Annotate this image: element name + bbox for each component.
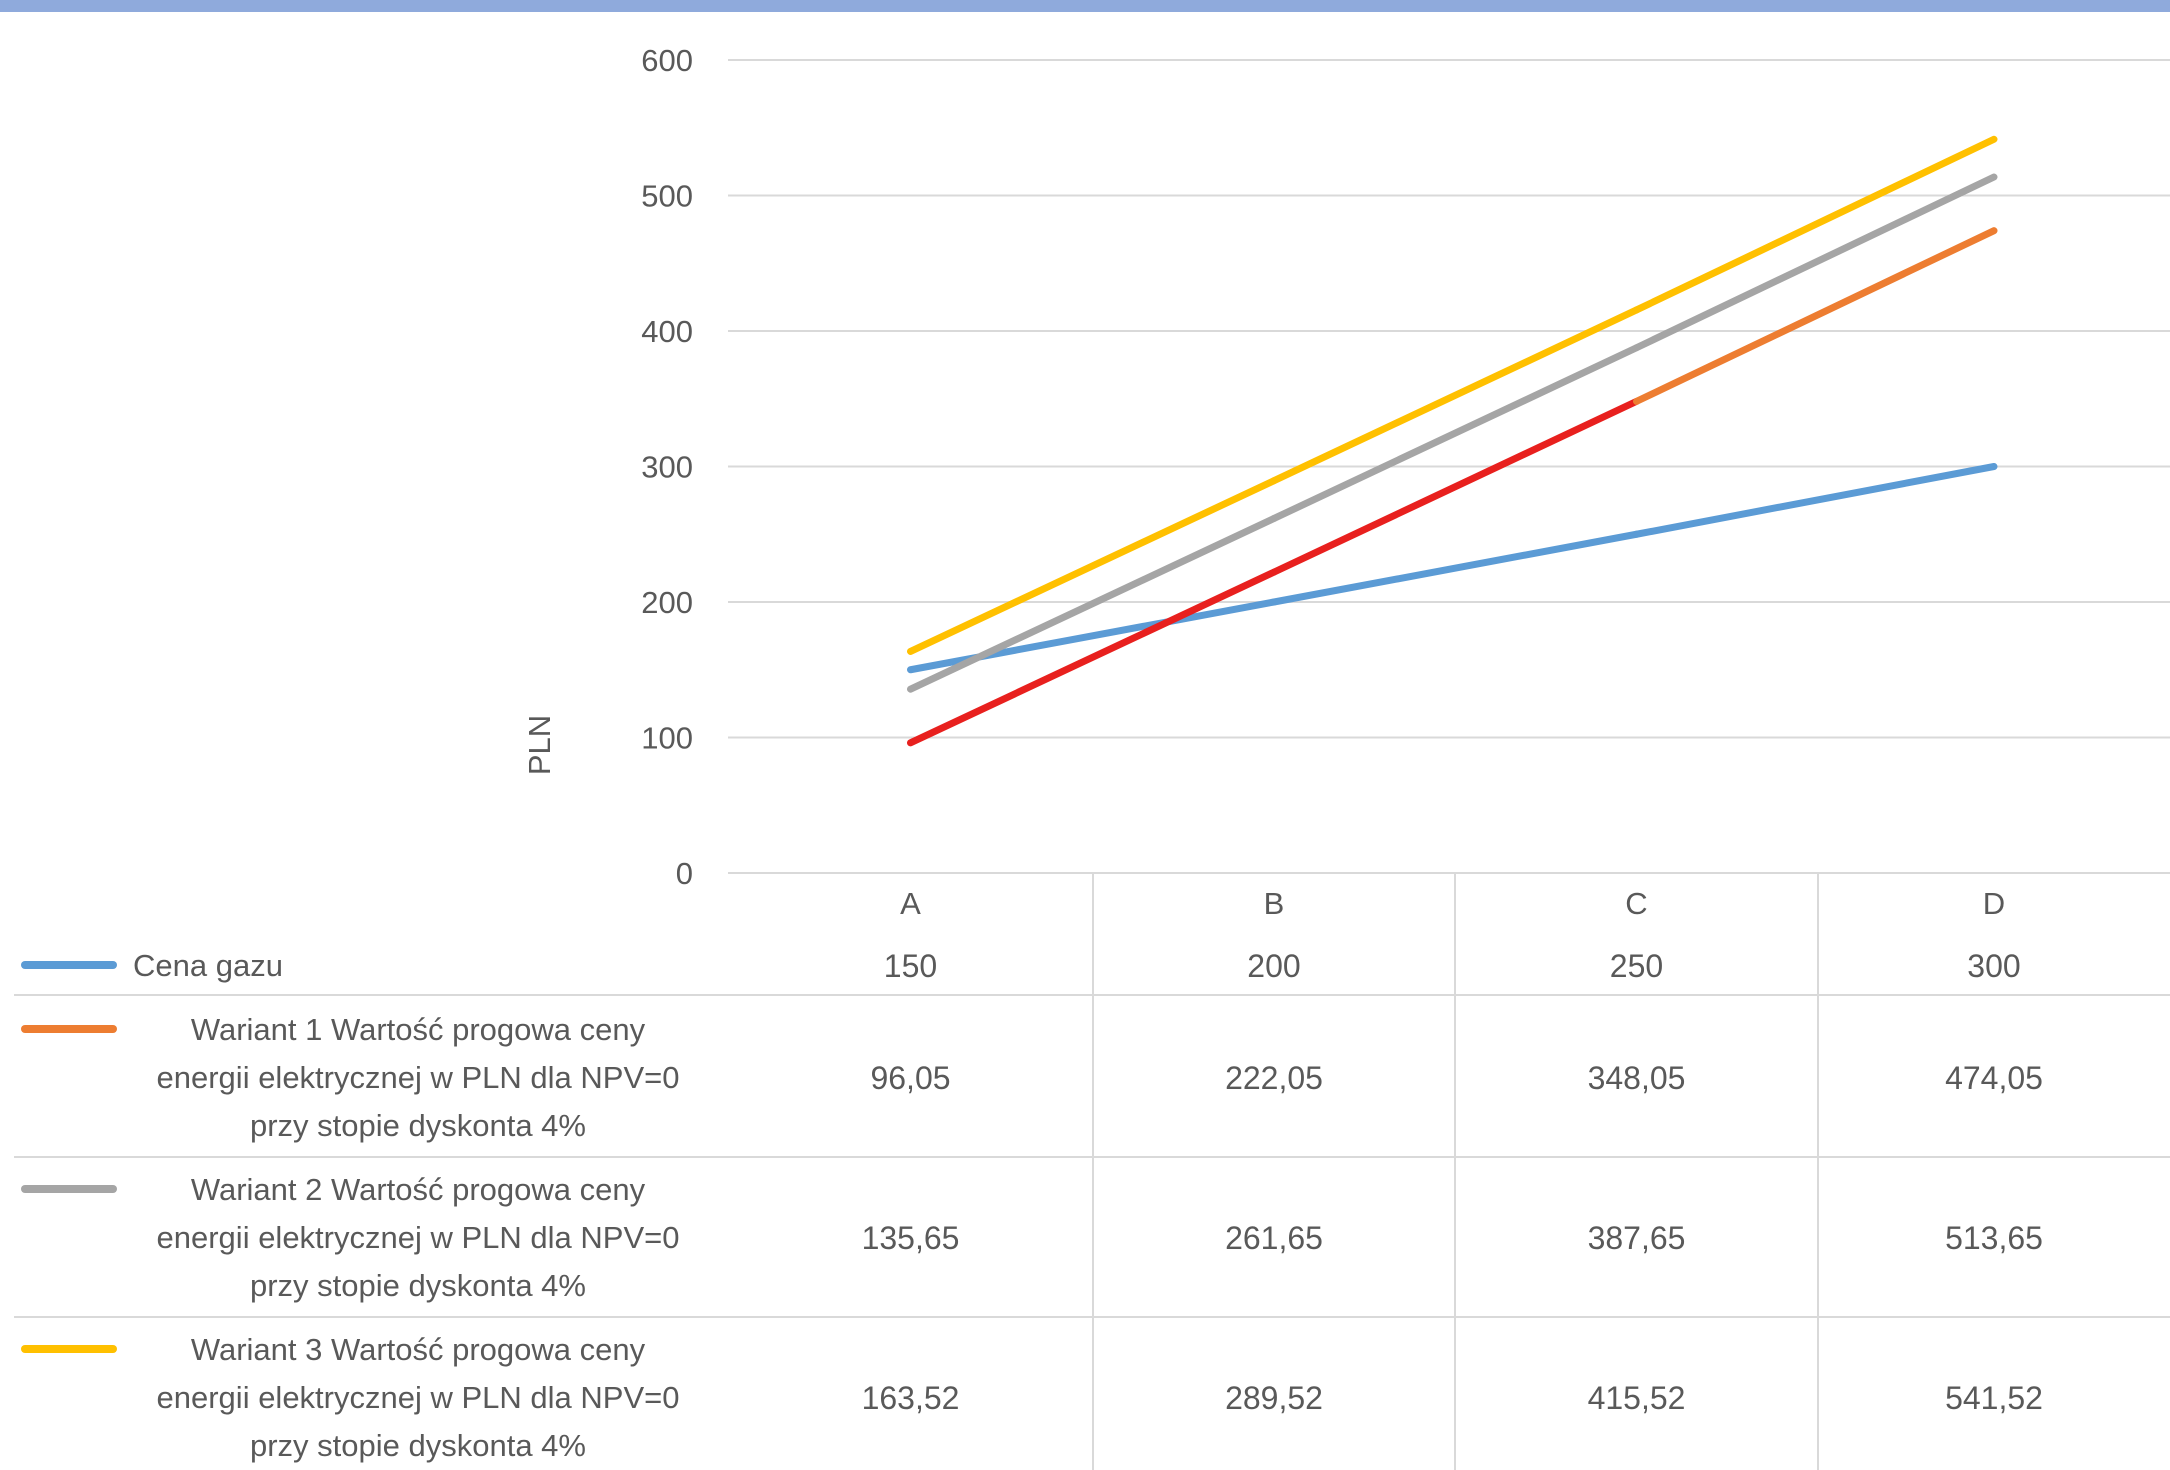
x-category-label: C (1625, 886, 1647, 921)
y-tick-label: 600 (641, 43, 693, 78)
legend-label-line: Wariant 2 Wartość progowa ceny (191, 1172, 646, 1207)
table-cell-value: 163,52 (862, 1380, 960, 1416)
table-cell-value: 387,65 (1588, 1220, 1686, 1256)
y-tick-label: 300 (641, 450, 693, 485)
table-cell-value: 250 (1610, 948, 1663, 984)
legend-label: Cena gazu (133, 948, 283, 983)
legend-label-line: Wariant 3 Wartość progowa ceny (191, 1332, 646, 1367)
y-tick-label: 400 (641, 314, 693, 349)
table-cell-value: 96,05 (870, 1060, 950, 1096)
table-cell-value: 474,05 (1945, 1060, 2043, 1096)
series-line-segment (907, 514, 1278, 693)
series-line-segment (1633, 135, 1998, 314)
legend-label-line: energii elektrycznej w PLN dla NPV=0 (157, 1220, 680, 1255)
y-tick-label: 100 (641, 721, 693, 756)
series-line-segment (1270, 397, 1640, 576)
x-category-label: D (1983, 886, 2005, 921)
table-cell-value: 135,65 (862, 1220, 960, 1256)
y-axis-ticks: 0 100 200 300 400 500 600 (641, 43, 693, 891)
data-table: A B C D Cena gazu 150 200 250 300 Wariant 1 Warto… (14, 873, 2170, 1470)
y-axis-title: PLN (522, 715, 557, 775)
table-cell-value: 415,52 (1588, 1380, 1686, 1416)
legend-label-line: energii elektrycznej w PLN dla NPV=0 (157, 1380, 680, 1415)
series-line-segment (1633, 227, 1998, 405)
series-line-segment (1270, 530, 1640, 606)
table-cell-value: 348,05 (1588, 1060, 1686, 1096)
y-tick-label: 200 (641, 585, 693, 620)
series-lines (907, 135, 1998, 747)
table-cell-value: 222,05 (1225, 1060, 1323, 1096)
table-cell-value: 200 (1247, 948, 1300, 984)
table-cell-value: 150 (884, 948, 937, 984)
table-cell-value: 261,65 (1225, 1220, 1323, 1256)
gridlines (728, 59, 2170, 874)
legend-label-line: przy stopie dyskonta 4% (250, 1268, 586, 1303)
top-band (0, 0, 2170, 12)
table-cell-value: 541,52 (1945, 1380, 2043, 1416)
series-line-segment (1270, 344, 1640, 522)
series-line-segment (1633, 463, 1998, 538)
x-category-label: A (900, 886, 921, 921)
y-tick-label: 0 (676, 856, 693, 891)
series-line-segment (1270, 306, 1640, 485)
table-cell-value: 289,52 (1225, 1380, 1323, 1416)
series-line-segment (907, 477, 1278, 655)
series-line-segment (1633, 173, 1998, 352)
table-cell-value: 300 (1967, 948, 2020, 984)
legend-label-line: przy stopie dyskonta 4% (250, 1428, 586, 1463)
series-line-segment (907, 568, 1278, 747)
legend-label-line: Wariant 1 Wartość progowa ceny (191, 1012, 646, 1047)
table-cell-value: 513,65 (1945, 1220, 2043, 1256)
x-category-label: B (1264, 886, 1285, 921)
legend-label-line: energii elektrycznej w PLN dla NPV=0 (157, 1060, 680, 1095)
y-tick-label: 500 (641, 179, 693, 214)
legend-label-line: przy stopie dyskonta 4% (250, 1108, 586, 1143)
